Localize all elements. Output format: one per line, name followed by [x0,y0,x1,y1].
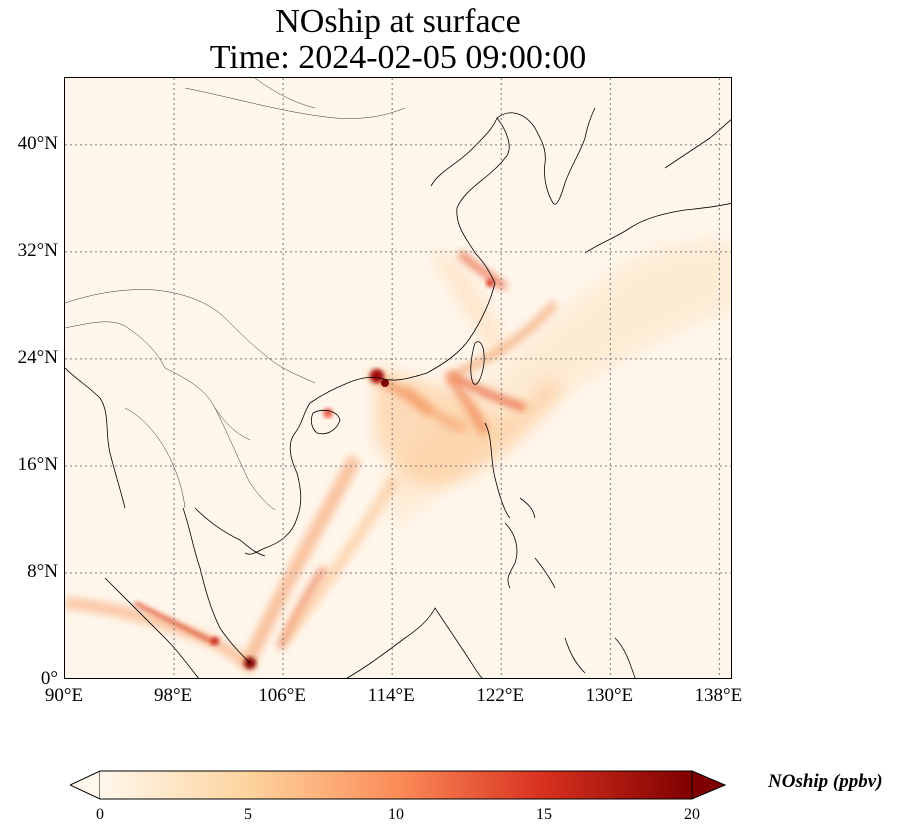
colorbar-outline [100,770,692,800]
lon-tick-label: 122°E [476,685,525,706]
title-line-2: Time: 2024-02-05 09:00:00 [209,39,587,76]
colorbar-gradient [100,771,692,799]
malay-peninsula-coastline [182,507,251,664]
map-title: NOship at surface Time: 2024-02-05 09:00… [64,4,732,76]
lon-tick-label: 114°E [367,685,415,706]
colorbar-svg [68,770,727,800]
lon-tick-label: 130°E [585,685,634,706]
borneo-coastline [346,607,483,678]
route-malacca-inner [133,600,217,646]
japan-coastline [584,203,731,254]
sumatra-coastline [104,577,199,678]
border-thailand [124,407,186,509]
lat-tick-label: 24°N [17,346,58,368]
border-north [254,78,316,109]
colorbar-tick-label: 10 [388,806,404,823]
hotspot-shanghai [486,279,494,287]
taiwan-coastline [470,341,485,385]
colorbar-tick-label: 5 [244,806,252,823]
china-vietnam-coastline [244,117,510,555]
lat-tick-label: 8°N [27,560,58,582]
colorbar-tick-label: 15 [536,806,552,823]
korea-coastline [496,107,596,205]
hotspot-hainan [323,408,333,418]
lon-tick-label: 98°E [153,685,193,706]
hotspot-hong-kong [381,379,389,387]
bay-of-bengal-coastline [65,367,126,509]
hainan-coastline [310,409,341,435]
lon-tick-labels: 90°E 98°E 106°E 114°E 122°E 130°E 138°E [0,686,904,710]
philippines-coastline [484,422,556,589]
colorbar-extend-low [68,770,101,800]
sulawesi-coastline [564,637,636,678]
gulf-of-thailand-coastline [194,507,266,557]
gridlines [65,78,731,678]
lon-tick-label: 106°E [258,685,306,706]
lat-tick-label: 16°N [17,453,58,475]
title-line-1: NOship at surface [275,3,521,40]
lat-tick-label: 40°N [17,132,58,154]
lat-tick-label: 32°N [17,239,58,261]
colorbar-tick-label: 0 [96,806,104,823]
route-vietnam-coast [238,454,362,672]
lon-tick-label: 90°E [44,685,84,706]
colorbar [68,770,727,800]
hotspot-pearl-river-delta [370,369,384,383]
border-laos [164,367,251,441]
map-panel [64,77,732,679]
map-svg [65,78,731,678]
plume-yellow-sea [435,248,505,358]
lat-tick-label: 0° [40,668,58,689]
border-myanmar [65,321,166,369]
colorbar-tick-label: 20 [684,806,700,823]
border-mongolia [184,87,406,119]
border-cambodia [214,407,276,511]
route-taiwan-strait [443,300,559,383]
route-yangtze [457,250,508,291]
route-singapore-north [276,565,328,650]
hotspot-malacca [211,637,219,645]
route-luzon-strait [445,375,490,436]
plume-south-china-sea [375,368,565,486]
colorbar-label: NOship (ppbv) [768,771,883,792]
country-borders [65,78,406,511]
route-central-scs [280,474,401,642]
route-pearl-river [448,371,527,412]
coastlines [65,107,731,678]
lat-tick-labels: 0° 8°N 16°N 24°N 32°N 40°N [0,0,58,836]
colorbar-extend-high [691,770,727,800]
japan-north-coastline [664,119,731,169]
border-china-south [65,289,316,384]
concentration-field [65,241,731,674]
route-hainan [401,384,467,433]
lon-tick-label: 138°E [694,685,743,706]
